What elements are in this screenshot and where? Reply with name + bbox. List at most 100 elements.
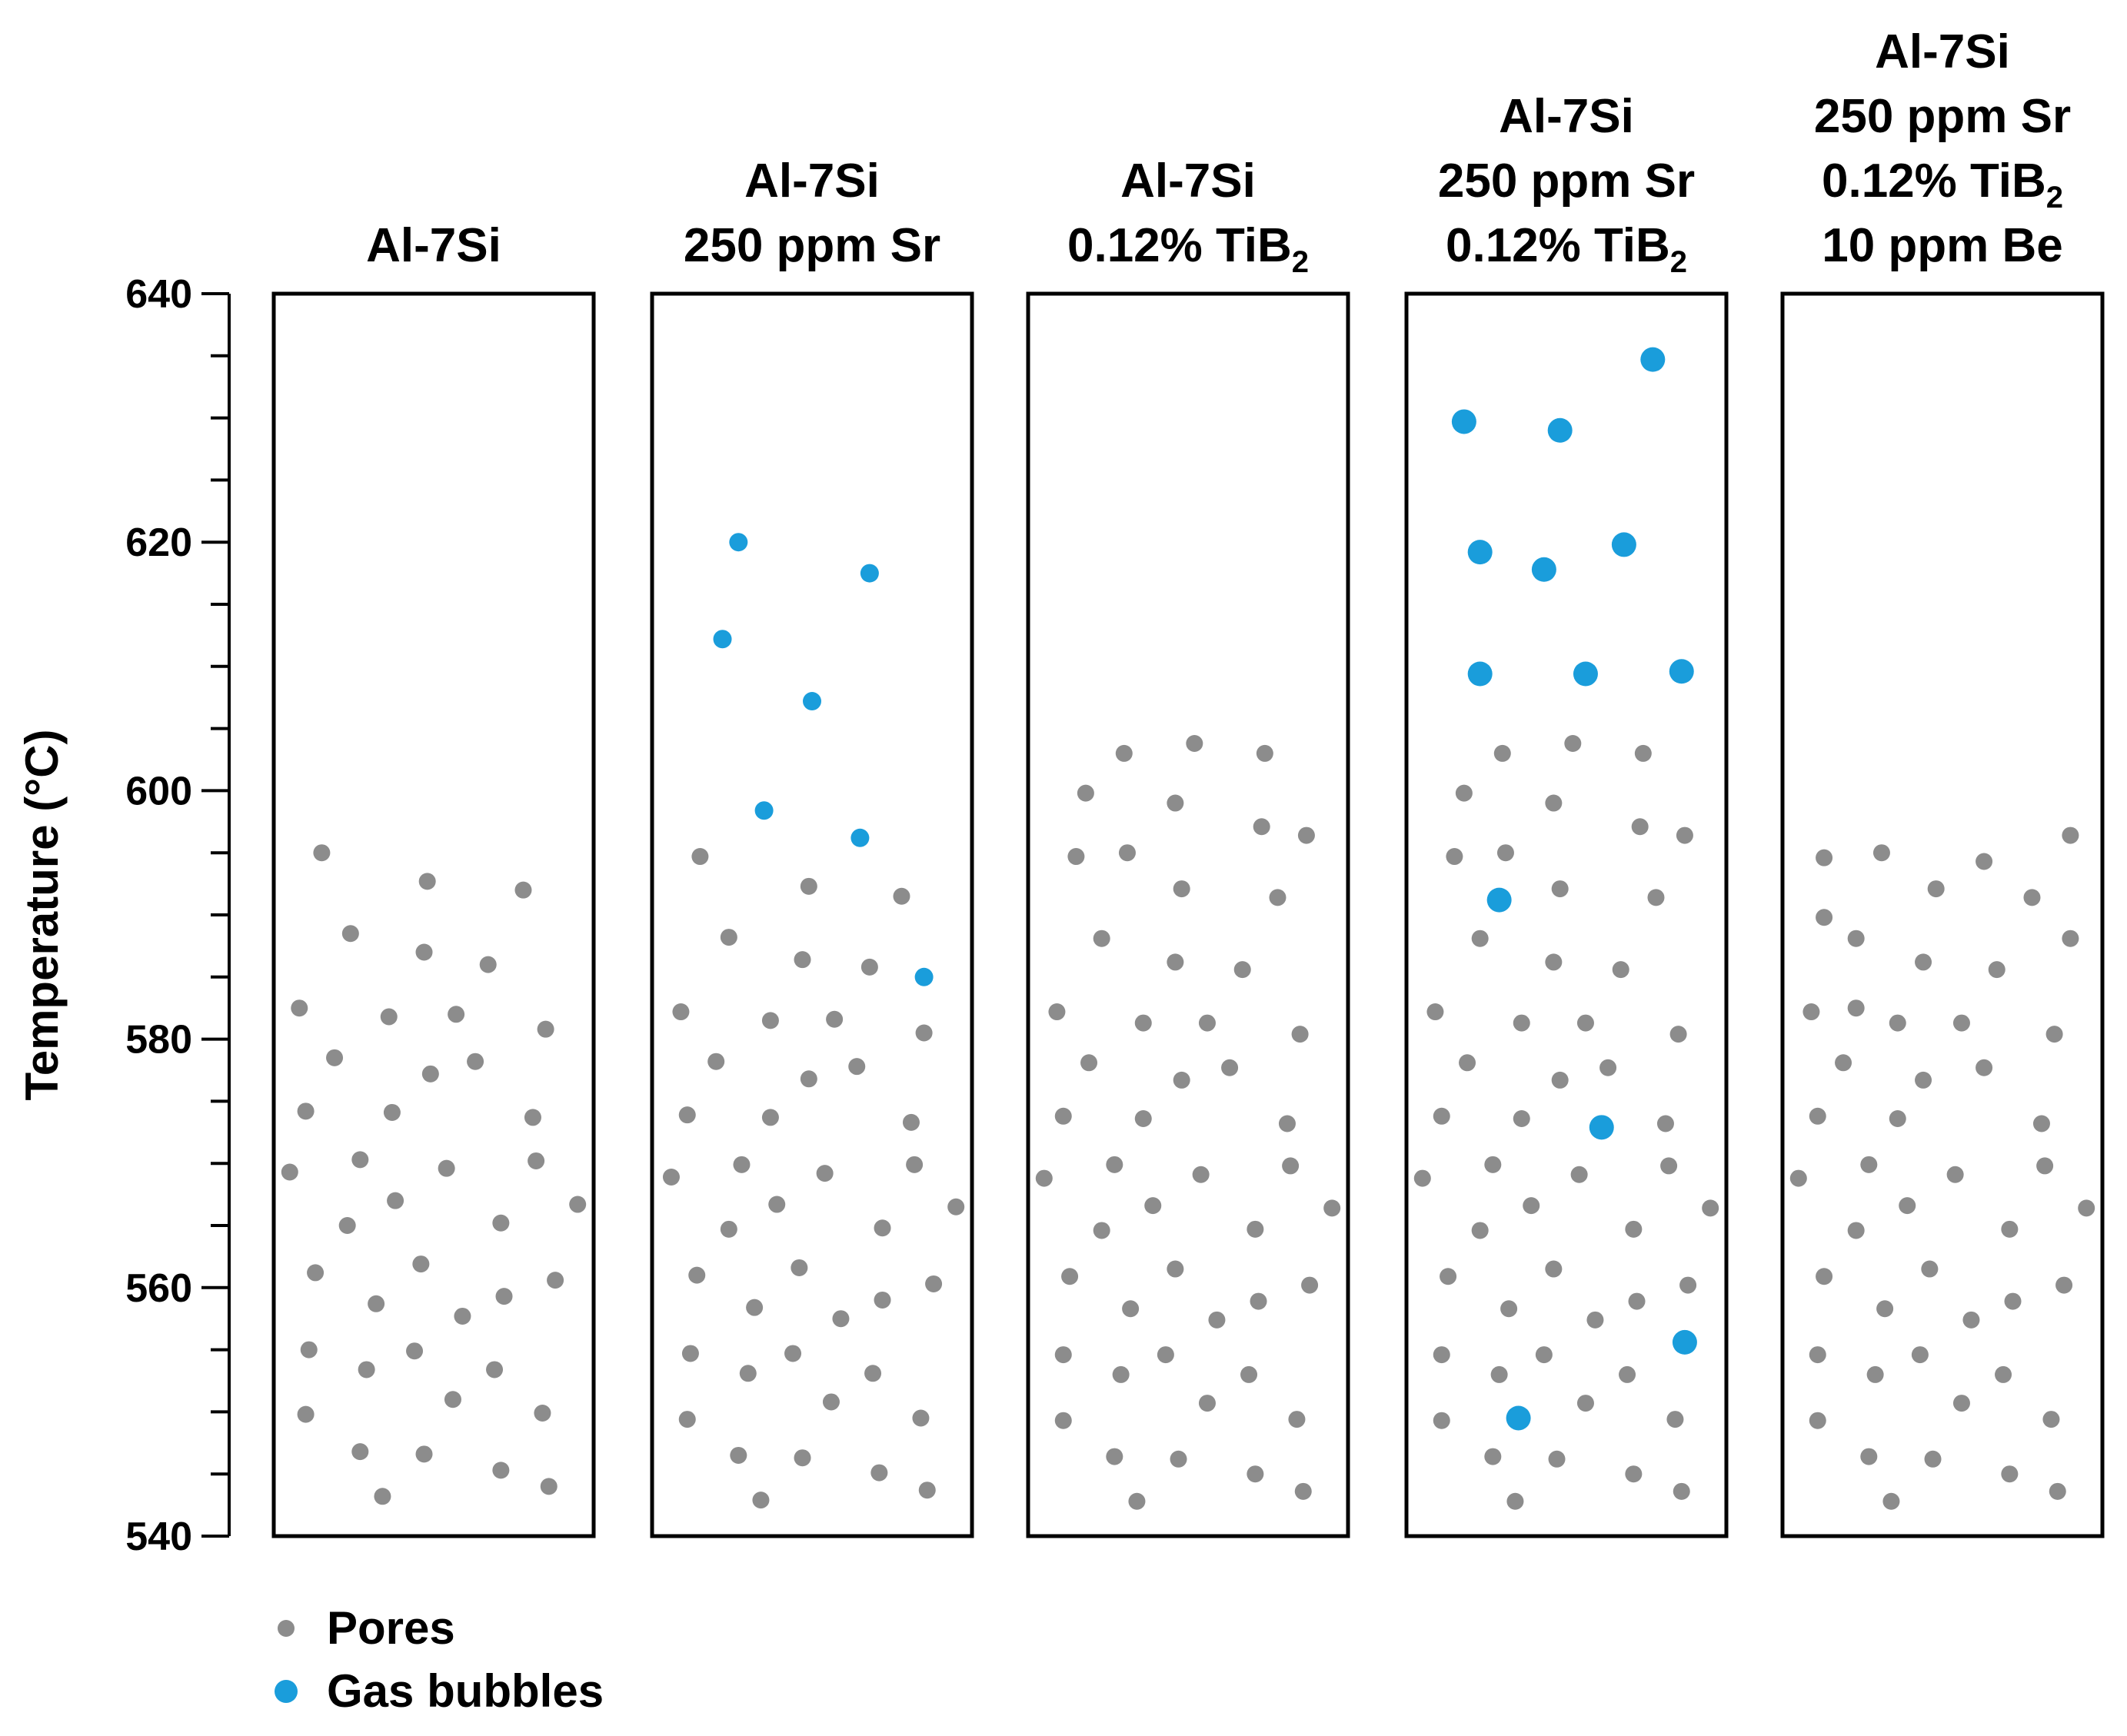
pore-point xyxy=(1551,1071,1569,1089)
pore-point xyxy=(1048,1003,1066,1021)
pore-point xyxy=(1628,1292,1646,1310)
legend-gas-bubbles-label: Gas bubbles xyxy=(327,1665,604,1717)
panels xyxy=(271,291,2105,1538)
pore-point xyxy=(1809,1412,1826,1429)
y-tick-label: 580 xyxy=(125,1018,192,1063)
gas-bubble-point xyxy=(803,692,821,711)
pore-point xyxy=(1513,1110,1530,1128)
panel-title-line: 0.12% TiB2 xyxy=(1446,219,1687,279)
pore-point xyxy=(1106,1448,1123,1465)
pore-point xyxy=(412,1255,430,1273)
legend: Pores Gas bubbles xyxy=(275,1602,604,1717)
pore-point xyxy=(1548,1450,1566,1468)
pore-point xyxy=(2049,1482,2066,1500)
pore-point xyxy=(297,1102,315,1120)
pore-point xyxy=(1656,1115,1674,1132)
pore-point xyxy=(784,1345,802,1362)
pore-point xyxy=(1619,1365,1636,1383)
gas-bubble-point xyxy=(729,533,748,552)
pore-point xyxy=(1599,1059,1617,1076)
panel-title-line: Al-7Si xyxy=(744,155,880,208)
pore-point xyxy=(1208,1311,1226,1329)
panel-4 xyxy=(1404,291,1729,1538)
panel-title-line: 250 ppm Sr xyxy=(1438,155,1695,208)
pore-point xyxy=(1080,1054,1098,1072)
pore-point xyxy=(1835,1054,1852,1072)
pore-point xyxy=(1112,1365,1130,1383)
pore-point xyxy=(1054,1107,1072,1125)
pore-point xyxy=(2062,826,2079,844)
pore-point xyxy=(1297,826,1315,844)
pore-point xyxy=(540,1478,558,1495)
pore-point xyxy=(1433,1346,1450,1364)
pore-point xyxy=(2023,889,2041,906)
gas-bubble-point xyxy=(1640,347,1666,372)
gas-bubble-point xyxy=(1547,417,1573,443)
pore-point xyxy=(1660,1157,1678,1175)
pore-point xyxy=(915,1024,933,1042)
pore-point xyxy=(1915,1071,1932,1089)
pore-point xyxy=(479,956,497,973)
pore-point xyxy=(2032,1115,2050,1132)
pore-point xyxy=(860,958,878,976)
panel-title-line: 0.12% TiB2 xyxy=(1822,155,2063,215)
pore-point xyxy=(326,1049,344,1066)
pore-point xyxy=(1294,1482,1312,1500)
pore-point xyxy=(1576,1014,1594,1032)
legend-bubble-marker xyxy=(275,1680,298,1703)
pore-point xyxy=(1035,1169,1053,1187)
pore-point xyxy=(1523,1197,1540,1215)
pore-point xyxy=(1433,1412,1450,1429)
pore-point xyxy=(746,1299,764,1316)
panel-title-line: 250 ppm Sr xyxy=(1814,90,2071,143)
pore-point xyxy=(1911,1346,1929,1364)
pore-point xyxy=(1093,930,1110,947)
pore-point xyxy=(351,1151,369,1169)
gas-bubble-point xyxy=(1486,887,1512,913)
y-tick-label: 560 xyxy=(125,1266,192,1311)
pore-point xyxy=(1291,1026,1309,1043)
pore-point xyxy=(1446,848,1463,866)
pore-point xyxy=(1809,1346,1826,1364)
pore-point xyxy=(1809,1107,1826,1125)
pore-point xyxy=(1144,1197,1162,1215)
pore-point xyxy=(720,1220,737,1238)
pore-point xyxy=(1988,961,2006,979)
pore-point xyxy=(1847,999,1865,1017)
panel-title-line: 10 ppm Be xyxy=(1822,219,2063,272)
panel-1 xyxy=(271,291,596,1538)
pore-point xyxy=(1413,1169,1431,1187)
pore-point xyxy=(1233,961,1251,979)
panel-frame xyxy=(271,291,596,1538)
pore-point xyxy=(415,943,433,961)
pore-point xyxy=(569,1196,587,1213)
panel-frame xyxy=(1026,291,1350,1538)
pore-point xyxy=(1625,1220,1643,1238)
pore-point xyxy=(1186,734,1203,752)
pore-point xyxy=(2004,1292,2022,1310)
pore-point xyxy=(2001,1220,2019,1238)
pore-point xyxy=(1440,1268,1457,1285)
gas-bubble-point xyxy=(1506,1405,1531,1431)
pore-point xyxy=(1253,818,1270,836)
pore-point xyxy=(1093,1222,1110,1239)
pore-point xyxy=(383,1103,401,1121)
panel-title-line: 0.12% TiB2 xyxy=(1067,219,1309,279)
pore-point xyxy=(1128,1492,1146,1510)
pore-point xyxy=(313,844,331,862)
pore-point xyxy=(281,1163,298,1181)
pore-point xyxy=(341,925,359,943)
pore-point xyxy=(1570,1166,1588,1183)
pore-point xyxy=(1471,930,1489,947)
pore-point xyxy=(1067,848,1085,866)
pore-point xyxy=(1471,1222,1489,1239)
pore-point xyxy=(733,1156,751,1173)
pore-point xyxy=(1167,953,1184,971)
pore-point xyxy=(1433,1107,1450,1125)
pore-point xyxy=(1647,889,1665,906)
y-tick-label: 640 xyxy=(125,272,192,317)
pore-point xyxy=(1860,1448,1878,1465)
pore-point xyxy=(492,1462,510,1479)
pore-point xyxy=(1564,734,1582,752)
